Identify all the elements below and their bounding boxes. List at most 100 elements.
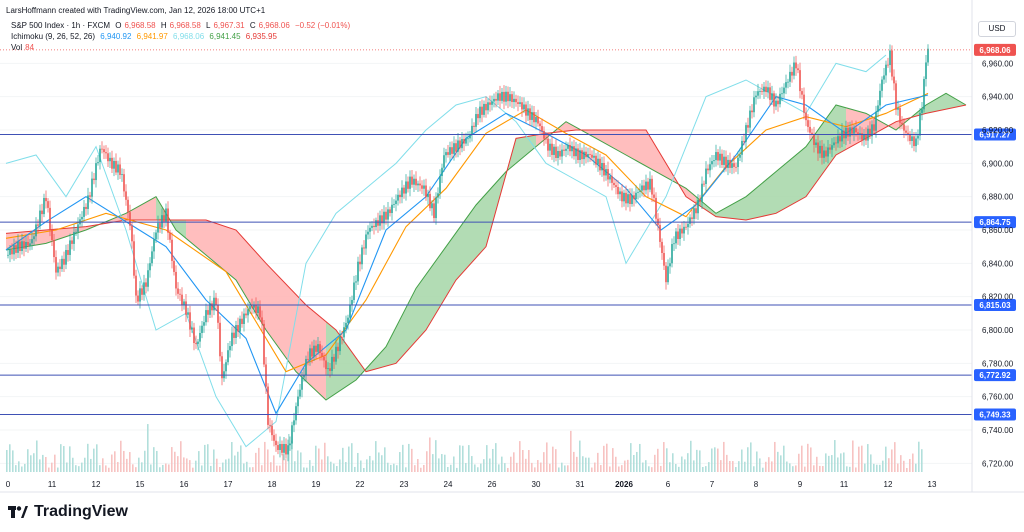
candle-up: [815, 139, 817, 148]
volume-bar: [660, 465, 662, 472]
candle-body: [383, 211, 385, 224]
candle-up: [299, 384, 301, 400]
ichimoku-span-b-value: 6,935.95: [245, 32, 277, 41]
volume-label[interactable]: Vol: [11, 43, 23, 52]
candle-body: [235, 325, 237, 338]
volume-bar: [186, 458, 188, 472]
candle-down: [661, 238, 663, 260]
candle-body: [99, 148, 101, 163]
volume-bar: [195, 460, 197, 472]
candle-body: [431, 203, 433, 209]
candle-down: [547, 132, 549, 157]
candle-body: [365, 234, 367, 249]
candle-body: [433, 203, 435, 219]
candle-body: [69, 240, 71, 255]
candle-up: [25, 235, 27, 252]
candle-body: [815, 142, 817, 145]
candle-body: [605, 169, 607, 176]
time-tick-label: 2026: [615, 480, 633, 489]
volume-bar: [324, 442, 326, 472]
candle-body: [145, 282, 147, 287]
candle-up: [757, 83, 759, 100]
volume-bar: [819, 465, 821, 472]
currency-selector[interactable]: USD: [978, 21, 1016, 37]
volume-bar: [141, 462, 143, 472]
candle-up: [925, 55, 927, 87]
candle-body: [311, 348, 313, 357]
volume-bar: [690, 440, 692, 472]
candle-body: [237, 325, 239, 332]
candle-down: [377, 212, 379, 233]
candle-body: [721, 153, 723, 165]
volume-bar: [837, 457, 839, 472]
candle-body: [47, 201, 49, 208]
candle-down: [241, 311, 243, 328]
candle-body: [207, 310, 209, 315]
candle-body: [529, 108, 531, 120]
volume-bar: [534, 467, 536, 472]
candle-up: [327, 362, 329, 376]
volume-bar: [789, 463, 791, 472]
candle-down: [801, 88, 803, 100]
candle-body: [299, 389, 301, 397]
candle-down: [569, 137, 571, 157]
lagging-span-line: [5, 54, 887, 448]
candle-body: [575, 148, 577, 157]
candle-body: [189, 312, 191, 330]
candle-body: [11, 249, 13, 255]
volume-bar: [27, 449, 29, 472]
symbol-legend[interactable]: S&P 500 Index · 1h · FXCM O 6,968.58 H 6,9…: [11, 21, 353, 30]
candle-up: [679, 224, 681, 246]
candle-body: [67, 250, 69, 255]
candle-body: [597, 158, 599, 165]
candle-body: [239, 318, 241, 332]
candle-down: [175, 265, 177, 296]
candle-up: [365, 229, 367, 255]
candle-body: [603, 163, 605, 176]
volume-bar: [798, 453, 800, 472]
volume-legend[interactable]: Vol 84: [11, 43, 37, 52]
volume-bar: [39, 459, 41, 472]
candle-up: [705, 161, 707, 192]
candle-down: [67, 244, 69, 262]
candle-body: [645, 181, 647, 191]
volume-bar: [366, 459, 368, 472]
candle-body: [511, 94, 513, 103]
time-tick-label: 23: [400, 480, 409, 489]
volume-bar: [921, 449, 923, 472]
candle-body: [633, 195, 635, 200]
volume-bar: [78, 466, 80, 472]
candle-body: [499, 93, 501, 101]
candle-body: [143, 282, 145, 295]
volume-bar: [405, 467, 407, 472]
volume-bar: [513, 452, 515, 472]
candle-up: [81, 211, 83, 227]
candle-body: [849, 127, 851, 137]
candle-body: [841, 130, 843, 142]
candle-body: [149, 263, 151, 271]
symbol-name[interactable]: S&P 500 Index · 1h · FXCM: [11, 21, 111, 30]
ichimoku-legend[interactable]: Ichimoku (9, 26, 52, 26) 6,940.92 6,941.…: [11, 32, 280, 41]
candle-body: [55, 257, 57, 273]
ichimoku-label[interactable]: Ichimoku (9, 26, 52, 26): [11, 32, 96, 41]
candle-down: [651, 175, 653, 202]
volume-bar: [240, 445, 242, 472]
candle-body: [685, 226, 687, 228]
volume-bar: [135, 467, 137, 472]
candle-up: [257, 300, 259, 320]
candle-body: [463, 139, 465, 144]
candle-up: [871, 120, 873, 144]
horizontal-level-tag: 6,772.92: [974, 369, 1016, 382]
candle-body: [15, 245, 17, 253]
candle-up: [395, 194, 397, 212]
volume-bar: [750, 442, 752, 472]
candle-up: [683, 220, 685, 241]
candle-body: [719, 153, 721, 161]
candle-body: [639, 190, 641, 192]
candle-body: [885, 64, 887, 76]
candle-up: [471, 118, 473, 142]
time-tick-label: 15: [136, 480, 145, 489]
candle-up: [157, 215, 159, 240]
candle-up: [97, 155, 99, 166]
